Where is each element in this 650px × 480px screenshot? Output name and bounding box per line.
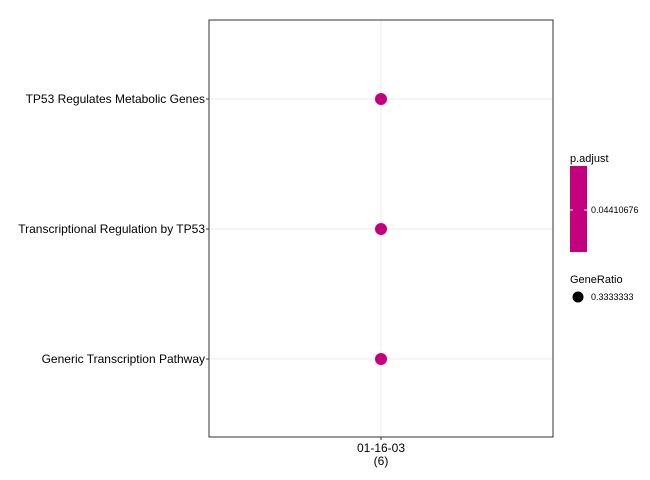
data-point (375, 93, 387, 105)
color-legend-label: 0.04410676 (591, 205, 639, 215)
data-point (375, 353, 387, 365)
data-points (375, 93, 387, 365)
x-tick-label: 01-16-03 (357, 441, 405, 455)
size-legend-key (572, 291, 584, 303)
y-axis: TP53 Regulates Metabolic Genes Transcript… (18, 92, 209, 366)
x-tick-count-label: (6) (374, 454, 389, 468)
y-tick-label: Generic Transcription Pathway (42, 352, 205, 366)
y-tick-label: Transcriptional Regulation by TP53 (18, 222, 205, 236)
color-legend-title: p.adjust (570, 153, 609, 165)
y-tick-label: TP53 Regulates Metabolic Genes (26, 92, 205, 106)
data-point (375, 223, 387, 235)
legend: p.adjust 0.04410676 GeneRatio 0.3333333 (570, 153, 639, 303)
size-legend-title: GeneRatio (570, 274, 623, 286)
size-legend-label: 0.3333333 (591, 292, 634, 302)
x-axis: 01-16-03(6) (357, 437, 405, 468)
color-legend-bar (570, 166, 587, 252)
